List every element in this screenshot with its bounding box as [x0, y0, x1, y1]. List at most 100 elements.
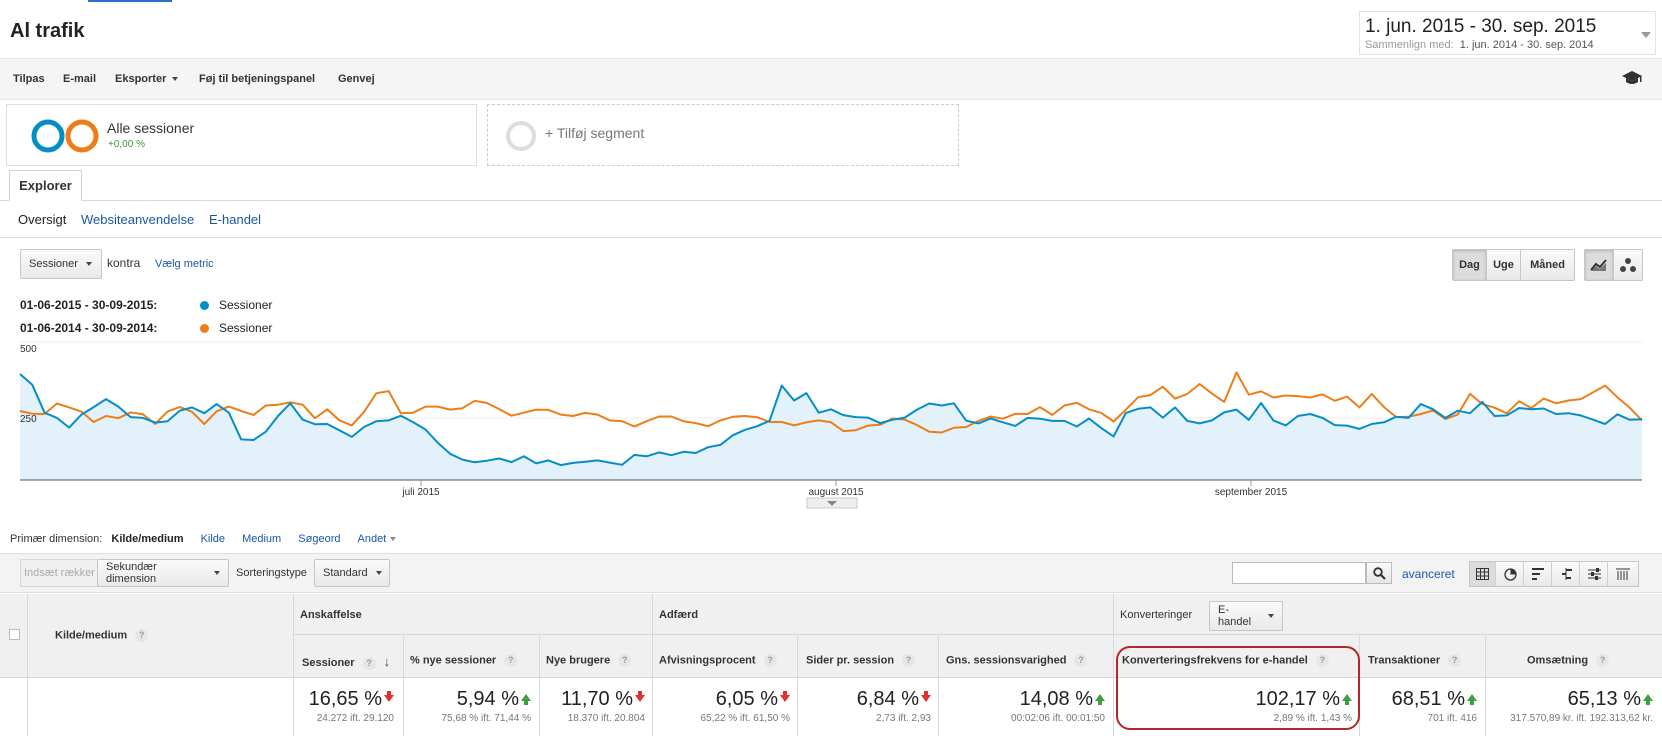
help-icon[interactable]: ?: [763, 654, 777, 667]
col-header-label: Nye brugere: [546, 654, 611, 667]
row-divider: [293, 634, 1662, 635]
toolbar-add-to-dashboard[interactable]: Føj til betjeningspanel: [199, 73, 316, 85]
help-icon[interactable]: ?: [135, 629, 149, 642]
insert-rows-button[interactable]: Indsæt rækker: [20, 559, 99, 587]
conversion-type-select[interactable]: E-handel: [1209, 601, 1283, 631]
advanced-filter-link[interactable]: avanceret: [1402, 567, 1455, 581]
tab-underline: [0, 200, 1662, 201]
help-icon[interactable]: ?: [902, 654, 916, 667]
x-label-august: august 2015: [808, 487, 863, 498]
metric-select[interactable]: Sessioner: [20, 249, 102, 279]
granularity-week[interactable]: Uge: [1487, 250, 1521, 280]
col-header-sessions[interactable]: Sessioner? ↓: [302, 654, 390, 670]
tab-explorer[interactable]: Explorer: [9, 170, 82, 201]
view-percentage-button[interactable]: [1498, 562, 1524, 586]
view-term-cloud-button[interactable]: [1582, 562, 1608, 586]
group-behavior: Adfærd: [659, 609, 699, 621]
toolbar-customize[interactable]: Tilpas: [13, 73, 45, 85]
col-header-transactions[interactable]: Transaktioner?: [1368, 654, 1462, 667]
total-compare: 18.370 ift. 20.804: [567, 713, 645, 724]
sort-type-select[interactable]: Standard: [314, 559, 390, 587]
help-icon[interactable]: ?: [1074, 654, 1088, 667]
col-header-bounce-rate[interactable]: Afvisningsprocent?: [659, 654, 777, 667]
dimension-header[interactable]: Kilde/medium?: [55, 629, 149, 642]
sort-desc-icon[interactable]: ↓: [383, 654, 391, 669]
trend-up-icon: [1095, 694, 1105, 706]
help-icon[interactable]: ?: [1596, 654, 1610, 667]
dimension-medium[interactable]: Medium: [242, 533, 282, 545]
total-compare: 65,22 % ift. 61,50 %: [700, 713, 790, 724]
series-line-current[interactable]: [19, 373, 1643, 467]
view-data-button[interactable]: [1470, 562, 1496, 586]
granularity-day[interactable]: Dag: [1453, 250, 1487, 280]
total-new-sessions: 5,94 % 75,68 % ift. 71,44 %: [441, 688, 531, 724]
motion-chart-button[interactable]: [1614, 250, 1642, 280]
subtab-site-usage[interactable]: Websiteanvendelse: [81, 212, 195, 227]
granularity-group: Dag Uge Måned: [1452, 249, 1575, 281]
col-header-revenue[interactable]: Omsætning?: [1527, 654, 1610, 667]
dimension-keyword[interactable]: Søgeord: [298, 533, 341, 545]
total-value: 6,84 %: [856, 688, 919, 710]
add-segment-button[interactable]: + Tilføj segment: [487, 104, 959, 166]
col-header-avg-duration[interactable]: Gns. sessionsvarighed?: [946, 654, 1088, 667]
total-value: 6,05 %: [715, 688, 778, 710]
compare-label: Sammenlign med:: [1365, 39, 1454, 51]
dimension-source[interactable]: Kilde: [200, 533, 226, 545]
help-icon[interactable]: ?: [1448, 654, 1462, 667]
col-header-new-users[interactable]: Nye brugere?: [546, 654, 632, 667]
col-header-pages-per-session[interactable]: Sider pr. session?: [806, 654, 916, 667]
chevron-down-icon: [375, 571, 382, 575]
col-header-label: Transaktioner: [1368, 654, 1441, 667]
trend-up-icon: [1342, 694, 1352, 706]
view-comparison-button[interactable]: [1554, 562, 1580, 586]
toolbar-email[interactable]: E-mail: [63, 73, 97, 85]
line-chart-button[interactable]: [1585, 250, 1614, 280]
data-table: Kilde/medium? Anskaffelse Adfærd Konvert…: [0, 594, 1662, 736]
dimension-source-medium[interactable]: Kilde/medium: [111, 533, 184, 545]
col-header-label: Omsætning: [1527, 654, 1589, 667]
grid-icon: [1476, 568, 1489, 580]
sessions-line-chart[interactable]: 500 250 juli 2015 august 2015 september …: [0, 335, 1662, 510]
col-header-new-sessions[interactable]: % nye sessioner?: [410, 654, 518, 667]
search-icon: [1372, 566, 1386, 580]
help-icon[interactable]: ?: [504, 654, 518, 667]
help-icon[interactable]: ?: [1315, 654, 1329, 667]
subtab-overview[interactable]: Oversigt: [18, 212, 67, 227]
table-search-button[interactable]: [1366, 562, 1392, 584]
col-header-label: Sider pr. session: [806, 654, 895, 667]
col-header-ecommerce-conversion-rate[interactable]: Konverteringsfrekvens for e-handel?: [1122, 654, 1329, 667]
view-performance-button[interactable]: [1526, 562, 1552, 586]
toolbar-export-label: Eksporter: [115, 73, 167, 85]
table-search-input[interactable]: [1232, 562, 1366, 584]
choose-metric-link[interactable]: Vælg metric: [155, 258, 214, 270]
segment-all-sessions[interactable]: Alle sessioner +0,00 %: [6, 104, 477, 166]
subtab-ecommerce[interactable]: E-handel: [209, 212, 262, 227]
toolbar-export[interactable]: Eksporter: [115, 73, 179, 85]
y-tick-mid: 250: [20, 414, 37, 425]
table-header: [0, 594, 1662, 678]
pie-icon: [1504, 567, 1517, 581]
dimension-other[interactable]: Andet: [358, 533, 397, 545]
total-bounce-rate: 6,05 % 65,22 % ift. 61,50 %: [700, 688, 790, 724]
select-all-checkbox[interactable]: [9, 629, 20, 640]
graduation-cap-icon[interactable]: [1621, 69, 1643, 87]
total-value: 14,08 %: [1019, 688, 1093, 710]
view-pivot-button[interactable]: [1610, 562, 1636, 586]
group-acquisition: Anskaffelse: [300, 609, 362, 621]
help-icon[interactable]: ?: [618, 654, 632, 667]
date-range-picker[interactable]: 1. jun. 2015 - 30. sep. 2015 Sammenlign …: [1359, 11, 1656, 55]
secondary-dimension-select[interactable]: Sekundær dimension: [97, 559, 229, 587]
total-avg-duration: 14,08 % 00:02:06 ift. 00:01:50: [1011, 688, 1105, 724]
series-area-current: [20, 374, 1642, 480]
help-icon[interactable]: ?: [362, 656, 376, 670]
col-header-label: Sessioner: [302, 657, 355, 669]
total-revenue: 65,13 % 317.570,89 kr. ift. 192.313,62 k…: [1510, 688, 1653, 724]
col-header-label: Gns. sessionsvarighed: [946, 654, 1067, 667]
toolbar-shortcut[interactable]: Genvej: [338, 73, 375, 85]
total-compare: 2,73 ift. 2,93: [875, 713, 931, 724]
trend-up-icon: [1643, 694, 1653, 706]
metric-select-label: Sessioner: [29, 258, 78, 270]
chevron-down-icon: [214, 571, 220, 575]
granularity-month[interactable]: Måned: [1530, 259, 1565, 271]
legend-series-current: Sessioner: [219, 298, 273, 312]
